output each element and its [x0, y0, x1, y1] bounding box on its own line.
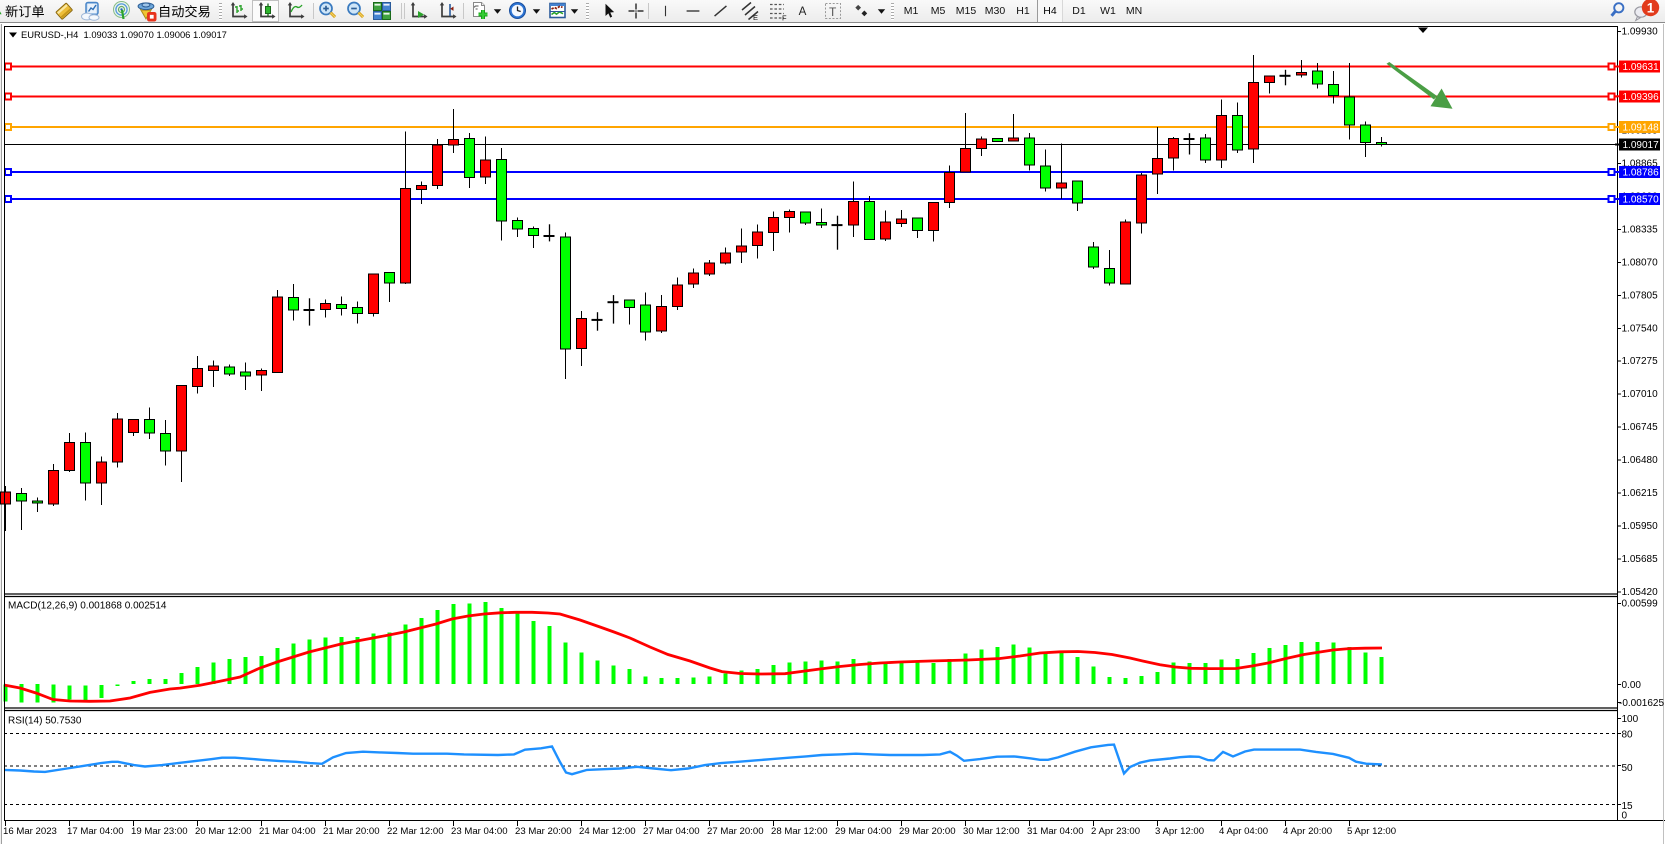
svg-text:1.06745: 1.06745: [1622, 422, 1659, 433]
svg-text:0: 0: [1622, 811, 1628, 822]
svg-text:1.07275: 1.07275: [1622, 356, 1659, 367]
svg-text:0.00: 0.00: [1622, 680, 1642, 691]
svg-text:31 Mar 04:00: 31 Mar 04:00: [1027, 826, 1084, 837]
svg-text:1.06215: 1.06215: [1622, 488, 1659, 499]
svg-text:29 Mar 04:00: 29 Mar 04:00: [835, 826, 892, 837]
svg-text:19 Mar 23:00: 19 Mar 23:00: [131, 826, 188, 837]
svg-text:1.09017: 1.09017: [1623, 140, 1660, 151]
svg-text:100: 100: [1622, 714, 1639, 725]
svg-text:1.07805: 1.07805: [1622, 290, 1659, 301]
svg-text:F: F: [782, 14, 787, 22]
svg-text:1.08865: 1.08865: [1622, 159, 1659, 170]
svg-text:20 Mar 12:00: 20 Mar 12:00: [195, 826, 252, 837]
svg-text:4 Apr 20:00: 4 Apr 20:00: [1283, 826, 1332, 837]
svg-text:A: A: [799, 5, 807, 18]
svg-text:23 Mar 20:00: 23 Mar 20:00: [515, 826, 572, 837]
svg-text:1.05420: 1.05420: [1622, 587, 1659, 598]
svg-text:16 Mar 2023: 16 Mar 2023: [3, 826, 57, 837]
svg-text:28 Mar 12:00: 28 Mar 12:00: [771, 826, 828, 837]
svg-text:4 Apr 04:00: 4 Apr 04:00: [1219, 826, 1268, 837]
svg-text:1.09396: 1.09396: [1623, 92, 1660, 103]
svg-text:1.07010: 1.07010: [1622, 389, 1659, 400]
svg-text:1.05950: 1.05950: [1622, 521, 1659, 532]
svg-text:1.08570: 1.08570: [1623, 195, 1660, 206]
svg-text:22 Mar 12:00: 22 Mar 12:00: [387, 826, 444, 837]
svg-text:50: 50: [1622, 763, 1634, 774]
svg-text:1.08070: 1.08070: [1622, 257, 1659, 268]
svg-text:1.09631: 1.09631: [1623, 62, 1660, 73]
svg-text:RSI(14) 50.7530: RSI(14) 50.7530: [8, 716, 82, 727]
svg-text:1.08786: 1.08786: [1623, 168, 1660, 179]
svg-text:21 Mar 20:00: 21 Mar 20:00: [323, 826, 380, 837]
svg-text:1.09148: 1.09148: [1623, 123, 1660, 134]
svg-text:0.00599: 0.00599: [1622, 599, 1659, 610]
svg-text:29 Mar 20:00: 29 Mar 20:00: [899, 826, 956, 837]
svg-text:15: 15: [1622, 801, 1634, 812]
svg-text:80: 80: [1622, 729, 1634, 740]
svg-text:30 Mar 12:00: 30 Mar 12:00: [963, 826, 1020, 837]
svg-text:2 Apr 23:00: 2 Apr 23:00: [1091, 826, 1140, 837]
svg-text:3 Apr 12:00: 3 Apr 12:00: [1155, 826, 1204, 837]
svg-text:1.08335: 1.08335: [1622, 224, 1659, 235]
svg-text:1.07540: 1.07540: [1622, 323, 1659, 334]
svg-text:EURUSD-,H4 1.09033 1.09070 1.: EURUSD-,H4 1.09033 1.09070 1.09006 1.090…: [21, 29, 227, 40]
svg-text:1.09930: 1.09930: [1622, 27, 1659, 38]
svg-text:1: 1: [1647, 0, 1655, 15]
svg-text:1.06480: 1.06480: [1622, 455, 1659, 466]
svg-text:-0.001625: -0.001625: [1619, 698, 1664, 709]
svg-text:1.05685: 1.05685: [1622, 554, 1659, 565]
svg-text:17 Mar 04:00: 17 Mar 04:00: [67, 826, 124, 837]
svg-text:27 Mar 20:00: 27 Mar 20:00: [707, 826, 764, 837]
svg-text:MACD(12,26,9) 0.001868 0.00251: MACD(12,26,9) 0.001868 0.002514: [8, 601, 167, 612]
svg-text:21 Mar 04:00: 21 Mar 04:00: [259, 826, 316, 837]
svg-text:24 Mar 12:00: 24 Mar 12:00: [579, 826, 636, 837]
svg-text:23 Mar 04:00: 23 Mar 04:00: [451, 826, 508, 837]
svg-text:5 Apr 12:00: 5 Apr 12:00: [1347, 826, 1396, 837]
svg-text:T: T: [829, 5, 837, 19]
svg-text:E: E: [753, 13, 758, 21]
svg-text:27 Mar 04:00: 27 Mar 04:00: [643, 826, 700, 837]
